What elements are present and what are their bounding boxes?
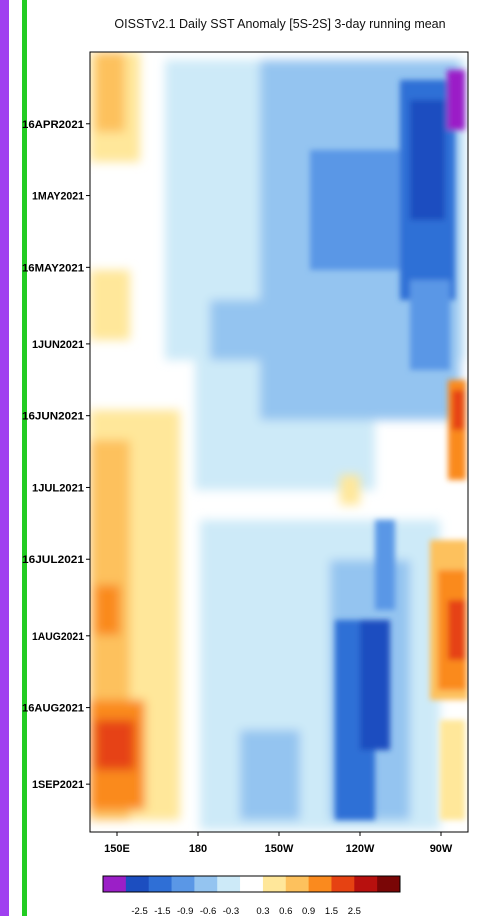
anomaly-field-warm-east — [430, 380, 468, 820]
colorbar-label: -0.3 — [223, 906, 239, 916]
y-tick-label: 1SEP2021 — [32, 779, 84, 791]
colorbar: -2.5 -1.5 -0.9 -0.6 -0.3 0.3 0.6 0.9 1.5 2.5 — [102, 875, 401, 916]
colorbar-label: -2.5 — [131, 906, 147, 916]
colorbar-swatch — [240, 876, 264, 892]
colorbar-swatch — [125, 876, 150, 892]
colorbar-label: 0.9 — [302, 906, 315, 916]
x-axis: 150E 180 150W 120W 90W — [104, 832, 453, 855]
y-tick-label: 16APR2021 — [22, 119, 84, 131]
y-tick-label: 1JUL2021 — [32, 482, 84, 494]
colorbar-swatch — [148, 876, 173, 892]
left-green-stripe — [22, 0, 27, 916]
y-tick-label: 16MAY2021 — [22, 262, 84, 274]
colorbar-swatch — [354, 876, 378, 892]
colorbar-swatch — [262, 876, 287, 892]
chart-title: OISSTv2.1 Daily SST Anomaly [5S-2S] 3-da… — [114, 17, 445, 31]
colorbar-label: -1.5 — [154, 906, 170, 916]
colorbar-swatch — [331, 876, 355, 892]
plot-area — [90, 52, 468, 832]
y-tick-label: 1MAY2021 — [32, 191, 84, 203]
anomaly-field-warm-west — [90, 52, 360, 820]
x-tick-label: 90W — [430, 843, 453, 855]
colorbar-swatch — [171, 876, 195, 892]
colorbar-label: -0.6 — [200, 906, 216, 916]
colorbar-swatch — [103, 876, 127, 892]
colorbar-label: 1.5 — [325, 906, 338, 916]
colorbar-swatch — [308, 876, 332, 892]
colorbar-label: -0.9 — [177, 906, 193, 916]
x-tick-label: 150W — [265, 843, 294, 855]
y-tick-label: 16JUN2021 — [22, 411, 84, 423]
colorbar-swatch — [217, 876, 241, 892]
y-tick-label: 1AUG2021 — [32, 631, 84, 643]
colorbar-frame — [102, 875, 401, 893]
y-tick-label: 16JUL2021 — [22, 554, 84, 566]
anomaly-field-dark-blue — [310, 70, 465, 820]
colorbar-label: 2.5 — [348, 906, 361, 916]
x-tick-label: 180 — [189, 843, 207, 855]
x-tick-label: 150E — [104, 843, 130, 855]
y-tick-label: 16AUG2021 — [22, 703, 84, 715]
colorbar-label: 0.6 — [279, 906, 292, 916]
y-tick-label: 1JUN2021 — [32, 339, 84, 351]
colorbar-swatch — [194, 876, 218, 892]
x-tick-label: 120W — [346, 843, 375, 855]
colorbar-swatch — [285, 876, 310, 892]
colorbar-label: 0.3 — [256, 906, 269, 916]
colorbar-swatch — [377, 876, 401, 892]
left-purple-stripe — [0, 0, 9, 916]
y-axis: 16APR2021 1MAY2021 16MAY2021 1JUN2021 16JUN2… — [22, 119, 90, 791]
